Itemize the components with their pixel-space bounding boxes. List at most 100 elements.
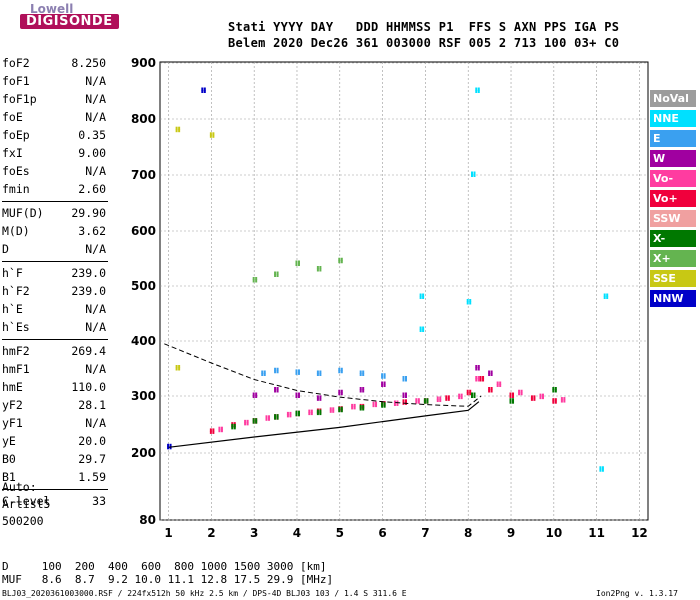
header-columns: Stati YYYY DAY DDD HHMMSS P1 FFS S AXN P… — [228, 20, 620, 34]
data-point — [178, 126, 181, 130]
data-point — [175, 365, 178, 368]
data-point — [477, 376, 480, 379]
y-tick-label: 800 — [131, 112, 156, 126]
param-value: 2.60 — [78, 182, 106, 196]
data-point — [274, 367, 277, 371]
data-point — [405, 376, 407, 379]
data-point — [201, 90, 204, 93]
param-row: M(D) 3.62 — [2, 224, 106, 242]
data-point — [231, 426, 234, 430]
data-point — [541, 396, 544, 400]
data-point — [340, 257, 343, 261]
data-point — [509, 398, 512, 402]
data-point — [201, 87, 204, 91]
param-name: B0 — [2, 452, 16, 466]
param-name: hmF2 — [2, 344, 30, 358]
data-point — [402, 376, 405, 379]
data-point — [231, 423, 234, 427]
param-row: yF2 28.1 — [2, 398, 106, 416]
data-point — [319, 373, 322, 376]
data-point — [295, 392, 298, 396]
y-tick-label: 300 — [131, 389, 156, 403]
param-value: 20.0 — [78, 434, 106, 448]
data-point — [212, 132, 215, 136]
data-point — [393, 402, 396, 406]
legend-item: Vo- — [650, 170, 696, 187]
data-point — [473, 174, 476, 177]
data-point — [362, 370, 365, 374]
data-point — [316, 266, 319, 269]
data-point — [423, 400, 426, 404]
param-value: N/A — [85, 92, 106, 106]
data-point — [396, 402, 399, 406]
data-point — [297, 395, 300, 398]
param-name: foF1p — [2, 92, 37, 106]
data-point — [316, 268, 319, 272]
data-point — [203, 87, 206, 91]
data-point — [509, 392, 512, 396]
param-row: foF1 N/A — [2, 74, 106, 92]
data-point — [381, 373, 384, 377]
data-point — [255, 420, 258, 424]
data-point — [470, 171, 473, 175]
data-point — [276, 271, 279, 275]
param-value: 239.0 — [71, 284, 106, 298]
data-point — [383, 402, 386, 406]
data-point — [469, 389, 472, 393]
data-point — [246, 419, 249, 423]
data-point — [340, 260, 343, 264]
data-point — [533, 397, 536, 401]
data-point — [477, 378, 480, 382]
data-point — [316, 373, 319, 376]
footer-muf-row: MUF 8.6 8.7 9.2 10.0 11.1 12.8 17.5 29.9… — [2, 573, 334, 586]
x-tick-label: 8 — [464, 526, 472, 540]
data-point — [402, 392, 405, 396]
x-tick-label: 1 — [164, 526, 172, 540]
param-name: foE — [2, 110, 23, 124]
data-point — [475, 378, 478, 382]
data-point — [246, 422, 249, 426]
data-point — [552, 400, 555, 404]
data-point — [308, 409, 311, 413]
footer-d-row: D 100 200 400 600 800 1000 1500 3000 [km… — [2, 560, 327, 573]
data-point — [362, 389, 365, 393]
y-tick-label: 80 — [139, 513, 156, 527]
data-point — [338, 392, 341, 396]
param-value: 29.7 — [78, 452, 106, 466]
data-point — [383, 375, 386, 379]
data-point — [316, 397, 319, 401]
param-value: N/A — [85, 302, 106, 316]
autoscale-label: Auto: — [2, 480, 37, 494]
data-point — [310, 412, 313, 416]
data-point — [209, 134, 212, 138]
param-value: 0.35 — [78, 128, 106, 142]
data-point — [289, 411, 292, 415]
data-point — [475, 367, 478, 371]
data-point — [458, 393, 461, 397]
data-point — [473, 171, 476, 175]
data-point — [220, 426, 223, 430]
data-point — [231, 422, 234, 426]
data-point — [265, 415, 268, 419]
data-point — [255, 392, 258, 396]
data-point — [477, 367, 480, 371]
x-tick-label: 11 — [588, 526, 605, 540]
legend-item: SSE — [650, 270, 696, 287]
data-point — [479, 376, 482, 379]
data-point — [265, 417, 268, 421]
data-point — [255, 395, 258, 398]
autoscale-method: Artist5 — [2, 497, 51, 511]
profile-curve — [168, 401, 480, 448]
data-point — [297, 371, 300, 375]
data-point — [402, 378, 405, 382]
data-point — [475, 376, 478, 379]
data-point — [353, 406, 356, 410]
data-point — [477, 90, 480, 93]
data-point — [509, 395, 512, 398]
data-point — [405, 399, 407, 403]
data-point — [340, 389, 343, 393]
data-point — [233, 423, 236, 427]
data-point — [512, 392, 515, 396]
data-point — [276, 370, 279, 374]
data-point — [375, 404, 378, 408]
